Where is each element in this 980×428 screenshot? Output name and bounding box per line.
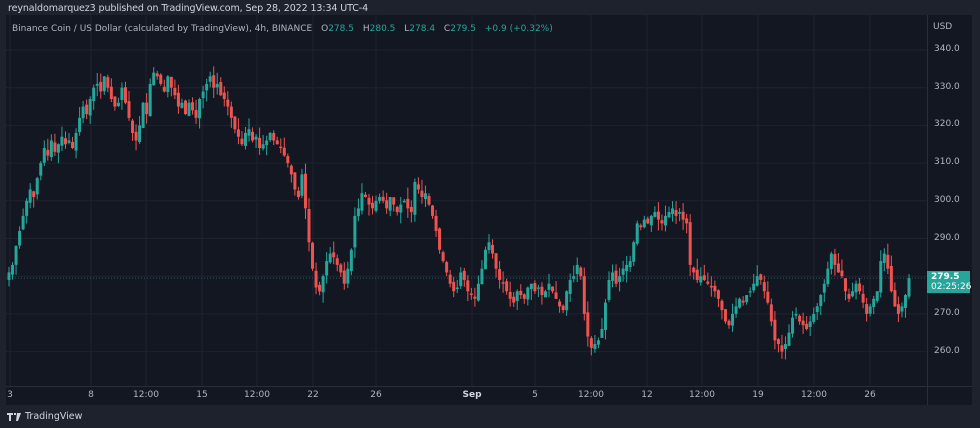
last-price: 279.5	[931, 272, 960, 282]
time-tick: 26	[864, 390, 876, 400]
time-tick: 22	[307, 390, 319, 400]
price-tick: 270.0	[934, 307, 960, 318]
open-value: 278.5	[328, 24, 354, 34]
tradingview-logo[interactable]: TradingView	[7, 411, 82, 422]
price-tick: 340.0	[934, 44, 960, 54]
time-tick: 12:00	[689, 390, 715, 400]
price-tick: 320.0	[934, 119, 960, 130]
low-label: L	[404, 24, 410, 34]
time-tick: 12:00	[801, 390, 827, 400]
price-tick: 310.0	[934, 157, 960, 168]
brand-name: TradingView	[25, 411, 83, 422]
time-tick: 8	[88, 390, 94, 400]
time-tick: Sep	[462, 390, 482, 400]
currency-label: USD	[933, 22, 953, 32]
price-tick: 330.0	[934, 81, 960, 92]
last-price-badge: 279.5 02:25:26	[927, 271, 972, 293]
publisher-header: reynaldomarquez3 published on TradingVie…	[8, 3, 369, 14]
tradingview-logo-icon	[7, 412, 21, 421]
close-label: C	[443, 24, 451, 34]
time-tick: 12	[641, 390, 653, 400]
time-axis-divider	[6, 386, 972, 387]
time-tick: 12:00	[133, 390, 159, 400]
open-label: O	[321, 24, 329, 34]
time-tick: 15	[196, 390, 208, 400]
change-value: +0.9 (+0.32%)	[484, 24, 553, 34]
bar-countdown: 02:25:26	[931, 282, 972, 292]
price-axis-divider	[927, 15, 928, 405]
price-tick: 290.0	[934, 232, 960, 243]
close-value: 279.5	[450, 24, 476, 34]
high-label: H	[362, 24, 370, 34]
time-tick: 19	[752, 390, 764, 400]
price-tick: 300.0	[934, 194, 960, 205]
price-tick: 260.0	[934, 345, 960, 356]
symbol-legend: Binance Coin / US Dollar (calculated by …	[12, 24, 553, 34]
low-value: 278.4	[409, 24, 436, 34]
time-tick: 12:00	[244, 390, 270, 400]
high-value: 280.5	[369, 24, 396, 34]
time-tick: 12:00	[578, 390, 604, 400]
time-tick: 5	[532, 390, 538, 400]
time-tick: 3	[7, 390, 13, 400]
time-tick: 26	[370, 390, 382, 400]
symbol-name: Binance Coin / US Dollar (calculated by …	[12, 24, 313, 34]
